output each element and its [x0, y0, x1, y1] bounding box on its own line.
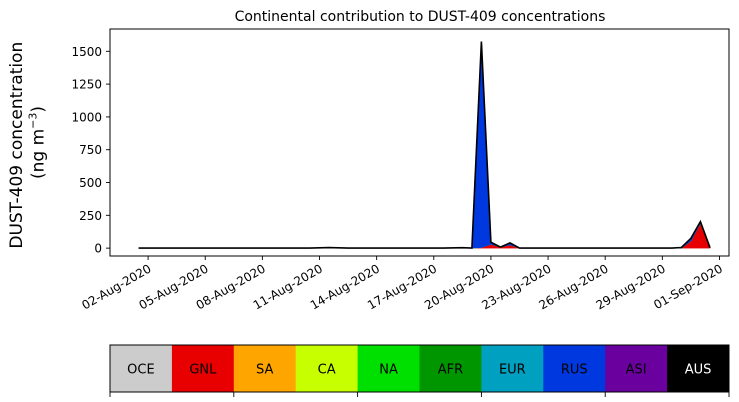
legend-label-sa: SA — [256, 363, 273, 378]
legend-label-asi: ASI — [626, 363, 647, 378]
y-tick-label: 1000 — [71, 110, 102, 124]
y-axis-label-line2: (ng m−3) — [26, 106, 48, 179]
legend-swatch-eur — [481, 345, 544, 392]
legend-swatch-na — [357, 345, 420, 392]
y-tick-label: 1250 — [71, 78, 102, 92]
y-tick-label: 750 — [79, 143, 102, 157]
total-concentration-outline — [138, 41, 711, 249]
legend-border — [109, 344, 730, 393]
legend-swatch-gnl — [171, 345, 235, 392]
y-axis-label-line1: DUST-409 concentration — [7, 42, 27, 249]
legend-swatch-aus — [667, 345, 730, 392]
plot-border — [109, 28, 730, 257]
legend-label-gnl: GNL — [189, 363, 217, 378]
y-tick-label: 250 — [79, 209, 102, 223]
legend-label-eur: EUR — [499, 363, 526, 378]
legend-label-aus: AUS — [685, 363, 712, 378]
legend-swatch-afr — [419, 345, 482, 392]
legend-swatch-sa — [233, 345, 297, 392]
y-axis-label-superscript: −3 — [26, 113, 39, 129]
legend-swatch-asi — [605, 345, 668, 392]
legend-label-rus: RUS — [561, 363, 588, 378]
x-axis-ticks: 02-Aug-202005-Aug-202008-Aug-202011-Aug-… — [79, 256, 725, 312]
y-tick-label: 0 — [94, 242, 102, 256]
plot-background — [110, 29, 729, 256]
legend-swatch-ca — [295, 345, 359, 392]
y-axis-label-unit: (ng m — [28, 129, 48, 179]
y-axis-label: DUST-409 concentration (ng m−3) — [7, 36, 48, 248]
legend-label-na: NA — [379, 363, 398, 378]
plot-area: 0 250 500 750 1000 1250 1500 02-Aug-202005-Aug… — [71, 28, 730, 312]
chart-title: Continental contribution to DUST-409 con… — [235, 9, 606, 25]
legend-label-oce: OCE — [127, 363, 155, 378]
color-legend-bar: OCE GNL SA CA NA AFR EUR RUS ASI AUS — [109, 344, 730, 397]
legend-label-afr: AFR — [438, 363, 463, 378]
y-axis-ticks: 0 250 500 750 1000 1250 1500 — [71, 45, 110, 256]
y-tick-label: 1500 — [71, 45, 102, 59]
y-axis-label-close: ) — [28, 106, 48, 113]
legend-label-ca: CA — [318, 363, 336, 378]
legend-swatch-oce — [110, 345, 173, 392]
legend-swatch-rus — [543, 345, 606, 392]
y-tick-label: 500 — [79, 176, 102, 190]
